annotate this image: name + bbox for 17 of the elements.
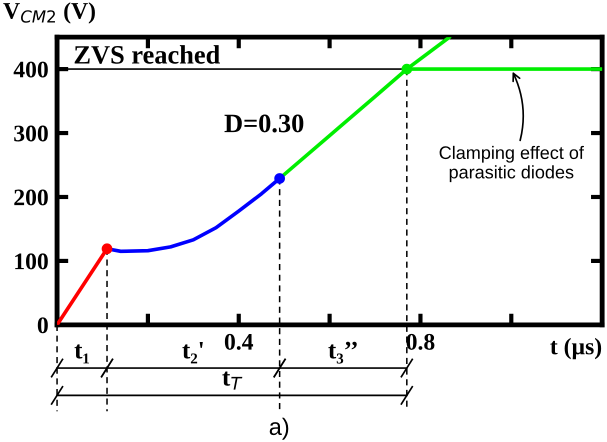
text: t₁ — [74, 344, 89, 364]
annotation: Clamping effect of parasitic diodes — [440, 146, 584, 182]
y-tick-label: 0 — [38, 317, 48, 334]
text: t₂' — [182, 342, 203, 364]
x-tick-label: 0.8 — [406, 334, 434, 350]
y-tick-label: 100 — [15, 253, 48, 270]
y-tick-label: 400 — [14, 62, 48, 78]
x-axis-title: t (µs) — [550, 338, 602, 360]
y-tick-label: 300 — [14, 126, 48, 142]
text: t₃’’ — [328, 342, 357, 364]
text: a) — [270, 418, 288, 440]
y-tick-label: 200 — [14, 189, 48, 206]
y-axis-title: V$_{CM2}$ (V) — [3, 2, 95, 24]
ref-line-label: ZVS reached — [74, 45, 220, 64]
x-tick-label: 0.4 — [224, 334, 254, 350]
text: t$_{T}$ — [222, 371, 242, 390]
annotation: D=0.30 — [224, 114, 304, 132]
